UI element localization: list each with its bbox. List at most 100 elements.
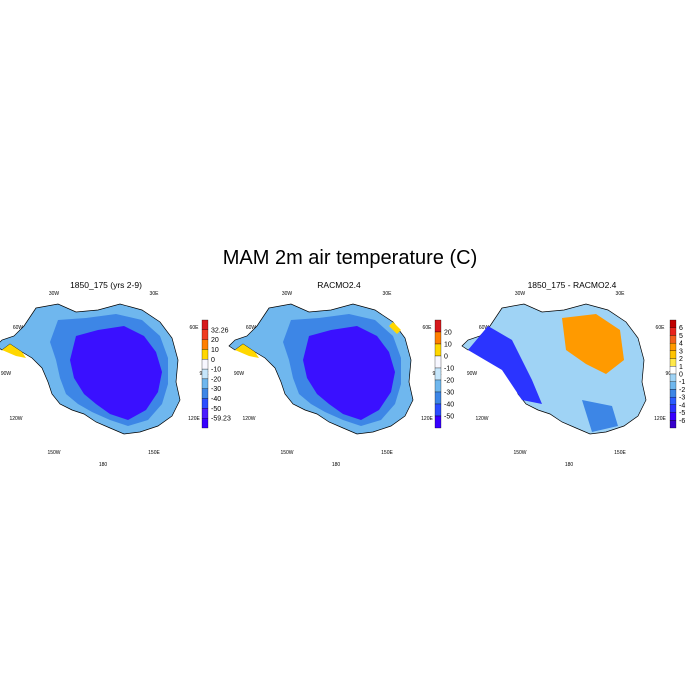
colorbar-tick-label: -59.23 xyxy=(211,416,231,423)
colorbar: 20 10 0 -10 -20 -30 -40 -50 xyxy=(434,319,454,429)
colorbar-swatch xyxy=(434,355,442,369)
colorbar-swatch xyxy=(434,331,442,345)
colorbar-swatch xyxy=(201,319,209,330)
colorbar-swatch xyxy=(669,412,677,421)
panel-title: 1850_175 - RACMO2.4 xyxy=(528,280,617,290)
panel-title: RACMO2.4 xyxy=(317,280,361,290)
antarctica-map xyxy=(461,303,647,435)
map-label-right-upper: 60E xyxy=(190,325,200,331)
colorbar-swatch xyxy=(201,329,209,340)
panel-racmo: RACMO2.430W30E60W90W120W60E90E120E150W15… xyxy=(228,280,454,468)
colorbar-tick-label: 20 xyxy=(211,337,219,344)
colorbar-tick-label: 0 xyxy=(211,357,215,364)
map-label-bottom-right: 150E xyxy=(381,450,393,456)
colorbar-tick-label: -30 xyxy=(211,386,221,393)
map-label-top-right: 30E xyxy=(150,291,160,297)
colorbar-swatch xyxy=(201,418,209,429)
colorbar-swatch xyxy=(669,373,677,382)
map-label-bottom-right: 150E xyxy=(148,450,160,456)
colorbar-swatch xyxy=(669,420,677,429)
map-label-bottom: 180 xyxy=(332,462,341,468)
colorbar-swatch xyxy=(201,368,209,380)
colorbar-swatch xyxy=(201,408,209,419)
colorbar-swatch xyxy=(201,349,209,360)
colorbar-swatch xyxy=(669,389,677,398)
colorbar-tick-label: -40 xyxy=(211,396,221,403)
colorbar-swatch xyxy=(669,396,677,406)
colorbar-swatch xyxy=(434,391,442,405)
map-label-right-lower: 120E xyxy=(188,416,200,422)
colorbar-swatch xyxy=(669,335,677,344)
map-label-left-lower: 120W xyxy=(9,416,22,422)
colorbar-tick-label: -4 xyxy=(679,402,685,409)
colorbar-swatch xyxy=(434,415,442,429)
colorbar-swatch xyxy=(201,378,209,389)
difference-cold-west-field xyxy=(468,326,542,404)
colorbar-tick-label: -50 xyxy=(211,406,221,413)
colorbar-swatch xyxy=(669,366,677,375)
colorbar-swatch xyxy=(434,319,442,333)
antarctica-map xyxy=(0,303,181,435)
map-label-left-upper: 60W xyxy=(479,325,490,331)
colorbar-tick-label: 5 xyxy=(679,333,683,340)
map-label-bottom: 180 xyxy=(565,462,574,468)
colorbar-tick-label: 4 xyxy=(679,341,683,348)
map-label-top-left: 30W xyxy=(49,291,60,297)
colorbar-tick-label: 20 xyxy=(444,330,452,337)
colorbar-tick-label: 32.26 xyxy=(211,327,229,334)
colorbar-tick-label: 1 xyxy=(679,364,683,371)
colorbar-tick-label: 3 xyxy=(679,348,683,355)
colorbar-swatch xyxy=(669,319,677,328)
colorbar-swatch xyxy=(434,379,442,393)
continent-interior-field xyxy=(303,326,395,420)
colorbar-swatch xyxy=(201,388,209,399)
map-label-left-lower: 120W xyxy=(475,416,488,422)
map-label-top-right: 30E xyxy=(383,291,393,297)
map-label-right-upper: 60E xyxy=(656,325,666,331)
colorbar-swatch xyxy=(434,367,442,381)
map-label-right-lower: 120E xyxy=(654,416,666,422)
colorbar-tick-label: -10 xyxy=(211,367,221,374)
colorbar-tick-label: -2 xyxy=(679,387,685,394)
map-label-top-right: 30E xyxy=(616,291,626,297)
colorbar-tick-label: -1 xyxy=(679,379,685,386)
colorbar-swatch xyxy=(669,350,677,359)
panel-model: 1850_175 (yrs 2-9)30W30E60W90W120W60E90E… xyxy=(0,280,231,468)
map-label-left-lower: 120W xyxy=(242,416,255,422)
difference-field xyxy=(461,303,647,435)
map-label-right-upper: 60E xyxy=(423,325,433,331)
map-label-left-mid: 90W xyxy=(234,371,245,377)
colorbar-swatch xyxy=(434,343,442,357)
map-label-bottom-left: 150W xyxy=(280,450,293,456)
colorbar-tick-label: -40 xyxy=(444,402,454,409)
colorbar-swatch xyxy=(669,327,677,336)
map-label-bottom: 180 xyxy=(99,462,108,468)
colorbar-swatch xyxy=(434,403,442,417)
colorbar-swatch xyxy=(201,398,209,409)
map-label-left-upper: 60W xyxy=(246,325,257,331)
map-label-top-left: 30W xyxy=(282,291,293,297)
colorbar-swatch xyxy=(669,358,677,367)
colorbar-tick-label: 0 xyxy=(444,354,448,361)
colorbar-swatch xyxy=(201,339,209,350)
map-label-bottom-left: 150W xyxy=(513,450,526,456)
colorbar-swatch xyxy=(669,404,677,413)
colorbar-tick-label: -30 xyxy=(444,390,454,397)
colorbar-tick-label: -10 xyxy=(444,366,454,373)
peninsula-warm-field xyxy=(2,344,26,358)
map-label-bottom-left: 150W xyxy=(47,450,60,456)
coast-warm-field xyxy=(389,322,401,334)
map-label-left-mid: 90W xyxy=(1,371,12,377)
map-label-left-upper: 60W xyxy=(13,325,24,331)
colorbar-tick-label: -3 xyxy=(679,395,685,402)
colorbar-tick-label: 0 xyxy=(679,372,683,379)
map-label-top-left: 30W xyxy=(515,291,526,297)
colorbar-swatch xyxy=(669,381,677,390)
map-label-right-lower: 120E xyxy=(421,416,433,422)
colorbar-tick-label: 6 xyxy=(679,325,683,332)
peninsula-warm-field xyxy=(235,344,259,358)
colorbar-tick-label: -20 xyxy=(444,378,454,385)
continent-interior-field xyxy=(70,326,162,420)
